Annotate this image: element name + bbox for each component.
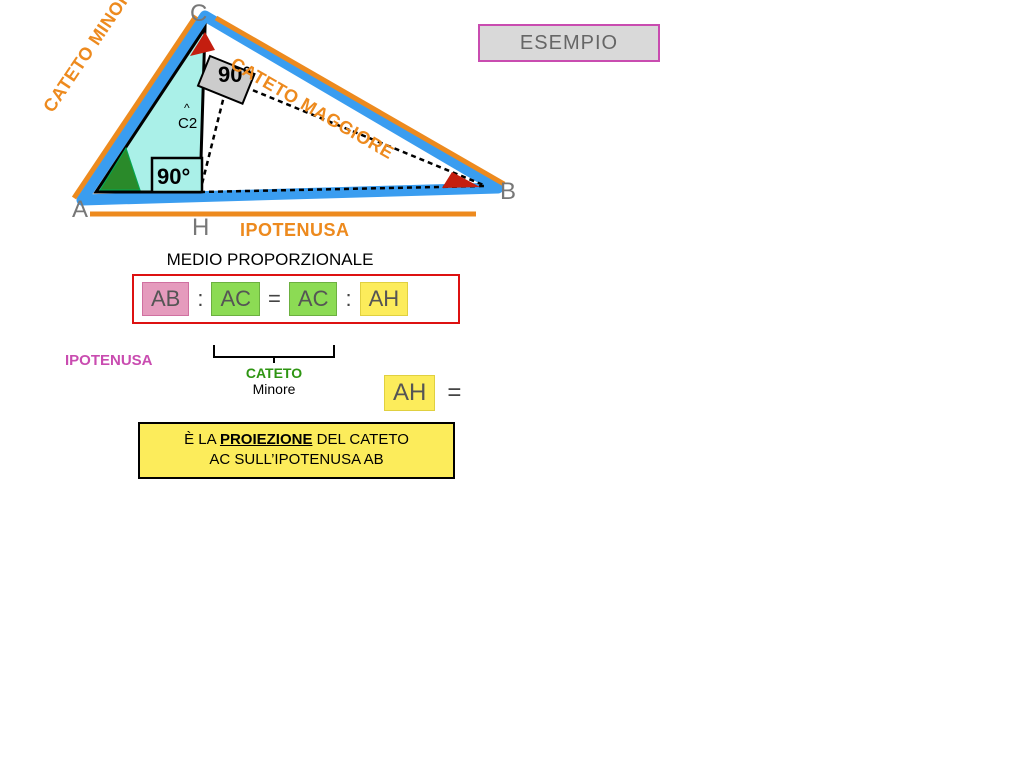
projection-line-2: AC SULL’IPOTENUSA AB [144, 450, 449, 470]
proportion-section: MEDIO PROPORZIONALE AB : AC = AC : AH [60, 250, 580, 324]
proportion-box: AB : AC = AC : AH [132, 274, 460, 324]
term-ab: AB [142, 282, 189, 316]
ipotenusa-side-label: IPOTENUSA [240, 220, 350, 241]
projection-line-1: È LA PROIEZIONE DEL CATETO [144, 430, 449, 450]
eq-2: = [445, 379, 463, 407]
vertex-a: A [72, 196, 88, 224]
eq-1: = [266, 286, 283, 312]
cateto-bracket: CATETO Minore [210, 345, 338, 397]
term-ac-2: AC [289, 282, 338, 316]
ipotenusa-annotation: IPOTENUSA [65, 352, 153, 369]
colon-2: : [343, 286, 353, 312]
cateto-maggiore-line [216, 18, 504, 184]
term-ah: AH [360, 282, 409, 316]
vertex-c: C [190, 0, 207, 28]
ah-equals: AH = [384, 375, 463, 411]
angle-90-bottom: 90° [152, 158, 202, 192]
vertex-h: H [192, 214, 209, 242]
colon-1: : [195, 286, 205, 312]
projection-box: È LA PROIEZIONE DEL CATETO AC SULL’IPOTE… [138, 422, 455, 479]
cateto-annotation: CATETO [210, 365, 338, 381]
c2-hat: ^ [184, 101, 190, 115]
ah-term-large: AH [384, 375, 435, 411]
minore-annotation: Minore [210, 381, 338, 397]
svg-text:90°: 90° [157, 164, 190, 189]
medio-proporzionale-title: MEDIO PROPORZIONALE [120, 250, 420, 270]
term-ac-1: AC [211, 282, 260, 316]
c2-label: C2 [178, 115, 197, 132]
vertex-b: B [500, 178, 516, 206]
